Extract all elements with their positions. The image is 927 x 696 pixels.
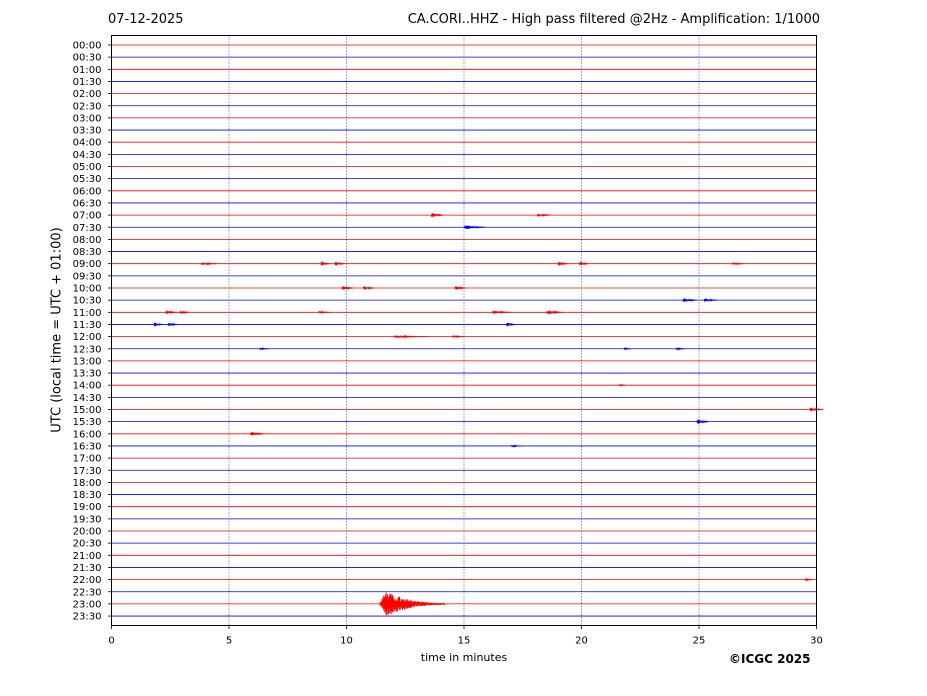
- y-tick-label: 07:30: [73, 223, 102, 234]
- event-1000-9: [341, 286, 354, 290]
- x-tick-label: 0: [108, 636, 114, 647]
- y-tick-label: 01:30: [73, 77, 102, 88]
- y-tick-label: 10:00: [73, 284, 102, 295]
- event-1200-23: [452, 334, 465, 339]
- x-tick-label: 25: [693, 636, 706, 647]
- y-axis-label: UTC (local time = UTC + 01:00): [49, 227, 65, 433]
- y-tick-label: 08:30: [73, 247, 102, 258]
- y-tick-label: 20:30: [73, 539, 102, 550]
- y-tick-label: 00:00: [73, 41, 102, 52]
- y-tick-label: 11:00: [73, 308, 102, 319]
- event-0900-3: [200, 261, 218, 266]
- y-tick-label: 09:00: [73, 259, 102, 270]
- event-1530-29: [696, 419, 709, 424]
- x-axis-label: time in minutes: [420, 651, 508, 664]
- x-tick-label: 30: [810, 636, 823, 647]
- y-tick-label: 03:00: [73, 113, 102, 124]
- x-axis: 0 5 10 15 20 25 30: [108, 625, 823, 647]
- y-tick-label: 07:00: [73, 211, 102, 222]
- y-tick-label: 05:00: [73, 162, 102, 173]
- event-1100-16: [318, 310, 331, 315]
- event-1100-15: [179, 310, 190, 315]
- event-1400-27: [618, 383, 627, 388]
- y-tick-label: 04:30: [73, 150, 102, 161]
- y-tick-label: 08:00: [73, 235, 102, 246]
- y-tick-label: 14:30: [73, 393, 102, 404]
- copyright-notice: ©ICGC 2025: [729, 652, 811, 666]
- y-tick-label: 22:00: [73, 575, 102, 586]
- event-1630-31: [510, 444, 523, 448]
- traces-group: [111, 44, 824, 617]
- y-tick-label: 16:30: [73, 441, 102, 452]
- y-tick-label: 21:30: [73, 563, 102, 574]
- y-tick-label: 12:30: [73, 344, 102, 355]
- event-1000-10: [362, 286, 375, 290]
- y-tick-label: 11:30: [73, 320, 102, 331]
- y-tick-label: 19:00: [73, 502, 102, 513]
- y-tick-label: 15:00: [73, 405, 102, 416]
- y-tick-label: 04:00: [73, 138, 102, 149]
- event-0900-5: [334, 261, 345, 266]
- event-1230-25: [623, 346, 632, 351]
- event-1100-17: [492, 310, 512, 315]
- chart-date: 07-12-2025: [108, 12, 184, 27]
- y-tick-label: 02:00: [73, 89, 102, 100]
- event-0900-6: [557, 261, 568, 266]
- y-tick-label: 20:00: [73, 527, 102, 538]
- x-tick-label: 15: [458, 636, 471, 647]
- event-2300-33: [379, 592, 446, 616]
- event-0700-1: [536, 213, 552, 217]
- y-tick-label: 13:30: [73, 369, 102, 380]
- y-tick-label: 01:00: [73, 65, 102, 76]
- y-tick-label: 03:30: [73, 126, 102, 137]
- event-0900-7: [578, 261, 589, 266]
- event-1000-11: [454, 286, 467, 290]
- event-1230-24: [259, 347, 270, 351]
- y-tick-label: 18:00: [73, 478, 102, 489]
- event-1130-20: [167, 322, 178, 327]
- y-tick-label: 23:30: [73, 612, 102, 623]
- y-tick-label: 00:30: [73, 53, 102, 64]
- event-1100-14: [165, 310, 178, 315]
- y-tick-label: 18:30: [73, 490, 102, 501]
- x-tick-label: 5: [226, 636, 232, 647]
- y-tick-label: 14:00: [73, 381, 102, 392]
- y-tick-label: 17:00: [73, 454, 102, 465]
- chart-title: CA.CORI..HHZ - High pass filtered @2Hz -…: [407, 12, 820, 27]
- event-1200-22: [393, 334, 429, 339]
- y-tick-label: 09:30: [73, 271, 102, 282]
- y-tick-label: 19:30: [73, 514, 102, 525]
- y-tick-label: 02:30: [73, 101, 102, 112]
- y-tick-label: 21:00: [73, 551, 102, 562]
- grid-lines: [228, 35, 700, 626]
- y-tick-label: 17:30: [73, 466, 102, 477]
- y-tick-label: 05:30: [73, 174, 102, 185]
- event-1030-13: [703, 298, 719, 302]
- event-1130-21: [505, 322, 516, 327]
- y-tick-label: 15:30: [73, 417, 102, 428]
- event-0900-4: [320, 261, 331, 266]
- x-tick-label: 20: [575, 636, 588, 647]
- y-tick-label: 06:00: [73, 186, 102, 197]
- event-2200-32: [804, 577, 815, 582]
- y-tick-label: 13:00: [73, 356, 102, 367]
- event-0730-2: [463, 225, 486, 230]
- event-1600-30: [249, 431, 265, 436]
- event-1100-18: [545, 310, 563, 315]
- y-tick-label: 23:00: [73, 599, 102, 610]
- event-1030-12: [682, 297, 697, 302]
- y-tick-label: 22:30: [73, 587, 102, 598]
- event-0900-8: [731, 262, 744, 266]
- event-1230-26: [675, 346, 686, 351]
- y-tick-label: 16:00: [73, 429, 102, 440]
- event-1130-19: [153, 322, 164, 327]
- y-tick-label: 06:30: [73, 198, 102, 209]
- event-0700-0: [430, 213, 444, 218]
- y-tick-label: 10:30: [73, 296, 102, 307]
- y-tick-label: 12:00: [73, 332, 102, 343]
- x-tick-label: 10: [340, 636, 353, 647]
